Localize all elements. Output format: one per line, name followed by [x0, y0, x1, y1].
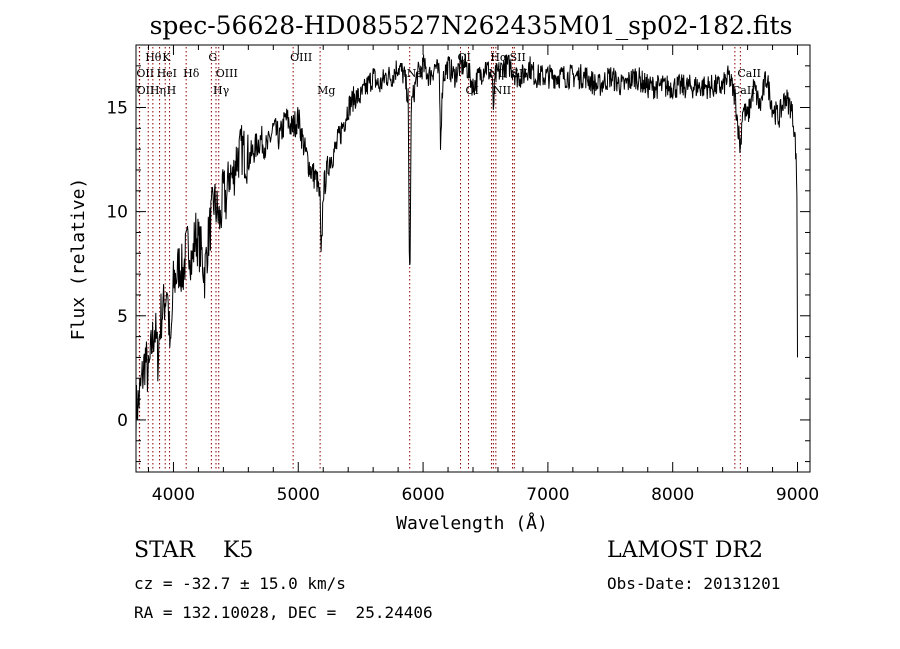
x-tick-label-5000: 5000 [277, 485, 320, 505]
x-tick-label-9000: 9000 [776, 485, 819, 505]
spectrum-line [135, 53, 798, 437]
x-axis-label: Wavelength (Å) [396, 512, 548, 534]
line-marker-label-16: Hη [150, 84, 166, 97]
line-marker-label-22: CaII [732, 84, 756, 97]
line-marker-label-1: K [162, 51, 171, 64]
line-marker-label-11: Na [407, 67, 424, 80]
observation-date: Obs-Date: 20131201 [607, 574, 781, 593]
line-marker-label-17: H [167, 84, 177, 97]
axes-layer: 4000 5000 6000 7000 8000 9000 0 5 10 15 [106, 44, 819, 505]
y-tick-label-0: 0 [117, 411, 128, 431]
y-tick-label-15: 15 [106, 98, 128, 118]
y-tick-label-10: 10 [106, 203, 128, 223]
line-marker-label-0: Hθ [145, 51, 162, 64]
x-tick-label-6000: 6000 [401, 485, 444, 505]
line-marker-label-6: SII [510, 51, 526, 64]
line-marker-label-7: OII [136, 67, 154, 80]
plot-frame [135, 44, 811, 473]
survey-label: LAMOST DR2 [607, 538, 763, 563]
redshift-readout: cz = -32.7 ± 15.0 km/s [134, 574, 346, 593]
line-marker-label-3: OIII [290, 51, 312, 64]
x-tick-label-7000: 7000 [526, 485, 569, 505]
coordinates-readout: RA = 132.10028, DEC = 25.24406 [134, 603, 433, 622]
spectrum-layer [135, 53, 798, 437]
line-marker-label-18: Hγ [213, 84, 230, 97]
line-marker-label-9: Hδ [183, 67, 200, 80]
y-tick-label-5: 5 [117, 307, 128, 327]
chart-title: spec-56628-HD085527N262435M01_sp02-182.f… [150, 11, 793, 40]
x-tick-label-8000: 8000 [651, 485, 694, 505]
line-marker-label-21: NII [493, 84, 511, 97]
x-tick-label-4000: 4000 [152, 485, 195, 505]
y-axis-label: Flux (relative) [68, 178, 89, 341]
object-class: STAR K5 [134, 538, 254, 563]
line-marker-label-19: Mg [317, 84, 335, 97]
line-marker-label-8: HeI [157, 67, 177, 80]
line-marker-label-14: CaII [737, 67, 761, 80]
line-marker-label-2: G [208, 51, 217, 64]
line-marker-label-10: OIII [216, 67, 238, 80]
line-marker-label-15: OII [137, 84, 155, 97]
